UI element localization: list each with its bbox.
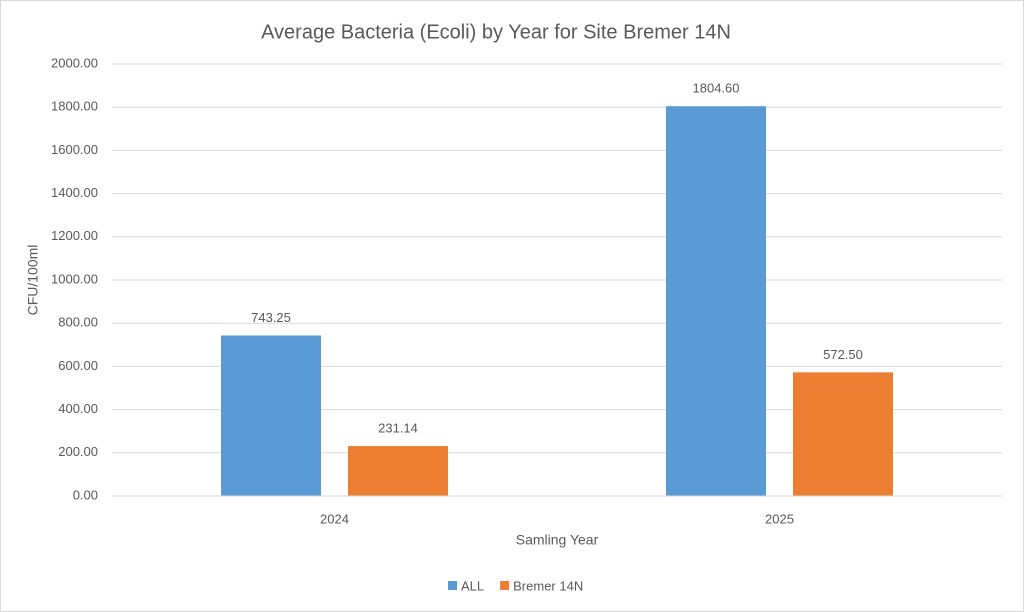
x-tick-label: 2025 (765, 511, 794, 526)
legend-swatch (500, 581, 510, 590)
bar (348, 446, 448, 496)
x-tick-label: 2024 (320, 511, 349, 526)
y-tick-label: 0.00 (73, 487, 98, 502)
y-tick-label: 400.00 (58, 401, 98, 416)
y-tick-label: 1800.00 (51, 99, 98, 114)
bar (666, 106, 766, 497)
value-label: 231.14 (378, 421, 418, 436)
chart-title: Average Bacteria (Ecoli) by Year for Sit… (261, 21, 731, 43)
y-tick-label: 1400.00 (51, 185, 98, 200)
legend-label: Bremer 14N (513, 578, 583, 593)
y-tick-label: 1200.00 (51, 228, 98, 243)
legend-label: ALL (461, 578, 484, 593)
value-label: 572.50 (823, 347, 863, 362)
bar (793, 372, 893, 496)
y-tick-label: 200.00 (58, 444, 98, 459)
value-label: 743.25 (251, 310, 291, 325)
legend-swatch (448, 581, 457, 590)
bar (221, 335, 321, 496)
y-tick-label: 1000.00 (51, 271, 98, 286)
value-label: 1804.60 (693, 81, 740, 96)
y-tick-label: 2000.00 (51, 55, 98, 70)
y-axis-title: CFU/100ml (25, 245, 41, 316)
y-tick-label: 800.00 (58, 315, 98, 330)
y-tick-label: 600.00 (58, 358, 98, 373)
x-axis-title: Samling Year (516, 532, 599, 548)
y-tick-label: 1600.00 (51, 142, 98, 157)
